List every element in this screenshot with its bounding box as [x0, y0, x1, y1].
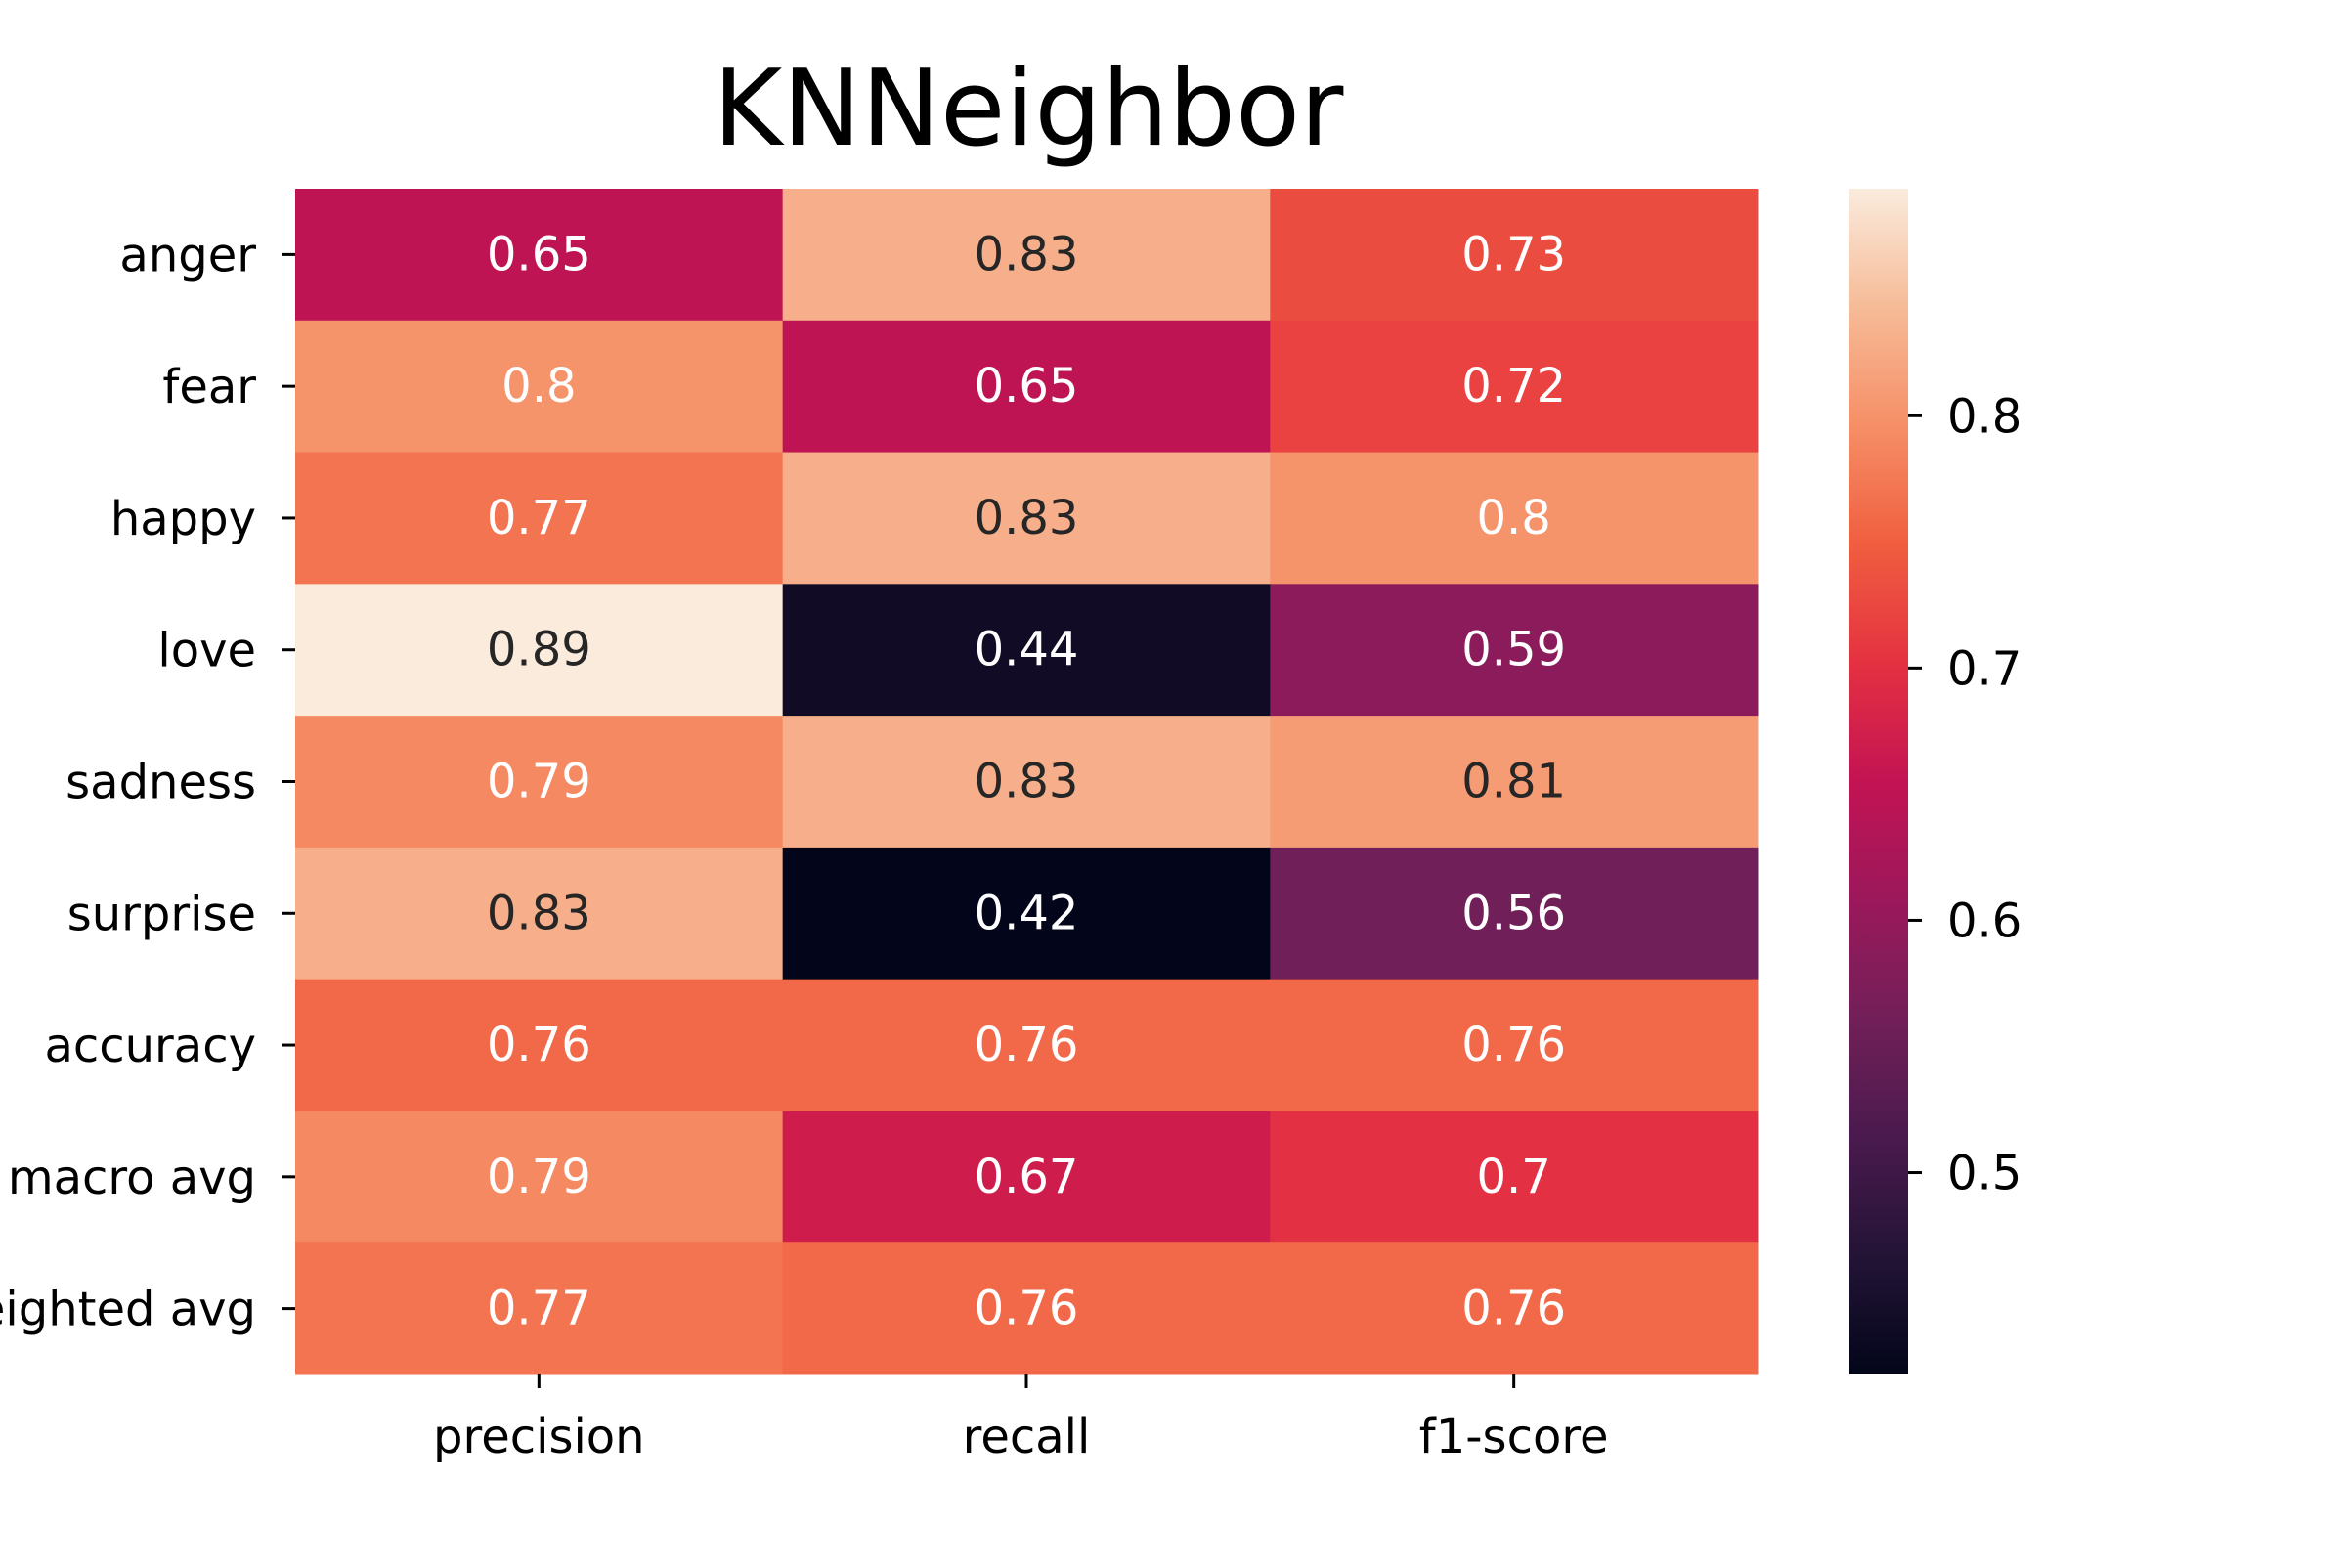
heatmap-cell — [782, 584, 1271, 717]
x-tick-label: recall — [963, 1410, 1091, 1464]
cell-annotation: 0.42 — [975, 886, 1079, 940]
chart-title: KNNeighbor — [714, 48, 1344, 170]
heatmap-cell — [295, 584, 784, 717]
heatmap-cell — [1270, 979, 1759, 1111]
heatmap-annotations: 0.65 0.83 0.73 0.8 0.65 0.72 0.77 0.83 0.8 0.89 0.… — [487, 227, 1566, 1335]
cell-annotation: 0.7 — [1476, 1150, 1550, 1204]
cell-annotation: 0.77 — [487, 1282, 591, 1336]
heatmap-cell — [1270, 189, 1759, 322]
colorbar-tick-label: 0.5 — [1947, 1147, 2021, 1201]
cell-annotation: 0.81 — [1461, 755, 1566, 809]
cell-annotation: 0.76 — [975, 1018, 1079, 1072]
cell-annotation: 0.44 — [975, 623, 1079, 677]
cell-annotation: 0.8 — [501, 359, 576, 414]
cell-annotation: 0.72 — [1461, 359, 1566, 414]
heatmap-cell — [295, 320, 784, 454]
cell-annotation: 0.83 — [975, 491, 1079, 545]
colorbar-tick-label: 0.7 — [1947, 641, 2021, 696]
heatmap-cell — [782, 716, 1271, 849]
heatmap-cell — [782, 320, 1271, 454]
heatmap-cell — [1270, 716, 1759, 849]
cell-annotation: 0.56 — [1461, 886, 1566, 940]
y-tick-label: surprise — [67, 887, 256, 941]
cell-annotation: 0.77 — [487, 491, 591, 545]
cell-annotation: 0.8 — [1476, 491, 1550, 545]
heatmap-cell — [782, 1111, 1271, 1243]
y-tick-label: weighted avg — [0, 1283, 256, 1337]
heatmap-cell — [1270, 1242, 1759, 1375]
y-tick-label: accuracy — [44, 1019, 256, 1073]
y-tick-label: fear — [162, 360, 256, 414]
heatmap-cell — [295, 1242, 784, 1375]
y-tick-label: happy — [110, 492, 256, 546]
colorbar: 0.5 0.6 0.7 0.8 — [1849, 189, 2021, 1374]
heatmap-cell — [295, 847, 784, 980]
cell-annotation: 0.83 — [975, 755, 1079, 809]
y-axis: anger fear happy love sadness surprise accurac… — [0, 228, 295, 1337]
heatmap-cell — [1270, 584, 1759, 717]
heatmap-cells — [295, 189, 1759, 1375]
heatmap-cell — [295, 716, 784, 849]
heatmap-cell — [295, 189, 784, 322]
heatmap-cell — [782, 189, 1271, 322]
y-tick-label: sadness — [65, 756, 256, 810]
x-tick-label: f1-score — [1419, 1410, 1609, 1464]
y-tick-label: macro avg — [8, 1151, 256, 1205]
heatmap-cell — [295, 1111, 784, 1243]
heatmap-cell — [1270, 452, 1759, 585]
cell-annotation: 0.76 — [487, 1018, 591, 1072]
cell-annotation: 0.83 — [975, 227, 1079, 282]
cell-annotation: 0.65 — [487, 227, 591, 282]
x-tick-label: precision — [433, 1410, 645, 1464]
cell-annotation: 0.59 — [1461, 623, 1566, 677]
colorbar-tick-label: 0.6 — [1947, 893, 2021, 948]
heatmap-cell — [295, 452, 784, 585]
cell-annotation: 0.79 — [487, 755, 591, 809]
heatmap-cell — [295, 979, 784, 1111]
x-axis: precision recall f1-score — [433, 1374, 1609, 1464]
colorbar-tick-label: 0.8 — [1947, 389, 2021, 444]
y-tick-label: love — [157, 624, 256, 678]
cell-annotation: 0.89 — [487, 623, 591, 677]
cell-annotation: 0.67 — [975, 1150, 1079, 1204]
y-tick-label: anger — [119, 228, 256, 283]
cell-annotation: 0.79 — [487, 1150, 591, 1204]
heatmap-cell — [1270, 847, 1759, 980]
heatmap-cell — [782, 1242, 1271, 1375]
cell-annotation: 0.76 — [1461, 1018, 1566, 1072]
cell-annotation: 0.65 — [975, 359, 1079, 414]
heatmap-cell — [782, 979, 1271, 1111]
colorbar-gradient — [1849, 189, 1908, 1374]
heatmap-cell — [782, 452, 1271, 585]
heatmap-cell — [1270, 1111, 1759, 1243]
cell-annotation: 0.83 — [487, 886, 591, 940]
cell-annotation: 0.76 — [975, 1282, 1079, 1336]
cell-annotation: 0.73 — [1461, 227, 1566, 282]
heatmap-cell — [1270, 320, 1759, 454]
heatmap-cell — [782, 847, 1271, 980]
cell-annotation: 0.76 — [1461, 1282, 1566, 1336]
